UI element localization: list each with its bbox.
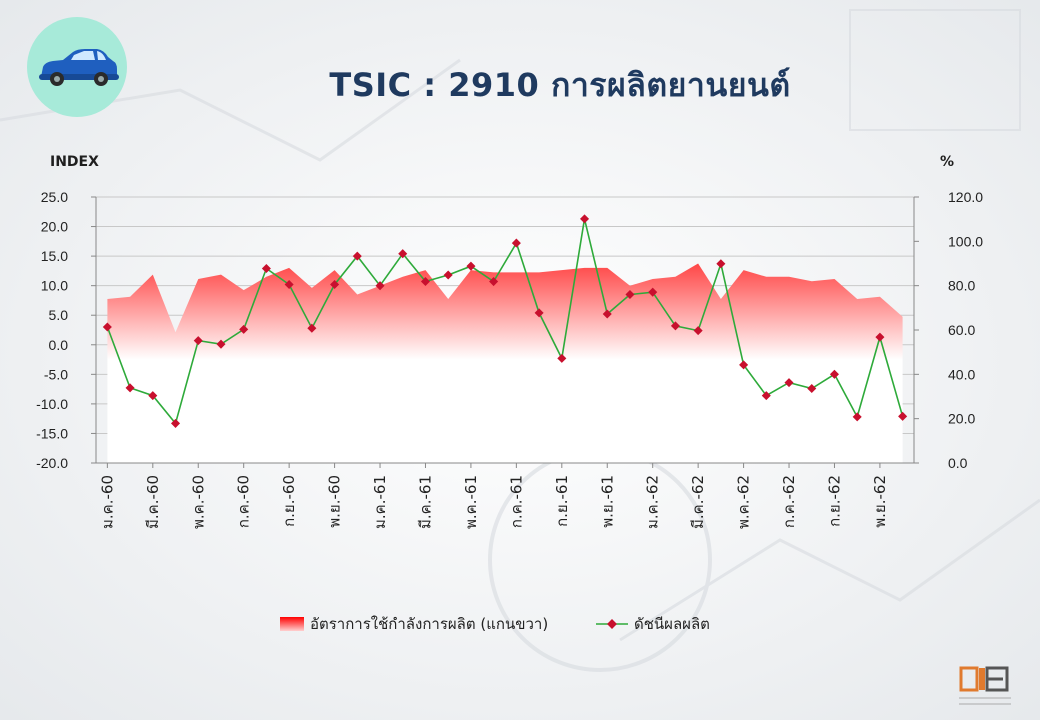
legend: อัตราการใช้กำลังการผลิต (แกนขวา) ดัชนีผล… <box>0 612 1040 636</box>
index-point <box>852 412 862 422</box>
legend-label-index: ดัชนีผลผลิต <box>634 615 710 633</box>
x-tick-label: ก.ย.-61 <box>553 475 571 527</box>
legend-line-swatch <box>596 617 628 631</box>
right-tick-label: 80.0 <box>948 278 975 294</box>
chart: 25.0 20.0 15.0 10.0 5.0 0.0 -5.0 -10.0 -15.0 -20.… <box>36 189 983 529</box>
index-point <box>375 281 385 291</box>
x-tick-label: มี.ค.-61 <box>417 475 435 529</box>
index-point <box>716 259 726 269</box>
left-tick-label: -10.0 <box>36 396 68 412</box>
left-tick-label: 0.0 <box>49 337 69 353</box>
index-point <box>443 270 453 280</box>
x-tick-label: ม.ค.-60 <box>98 475 116 529</box>
axes <box>91 196 919 468</box>
left-tick-label: 25.0 <box>41 189 68 205</box>
right-tick-label: 120.0 <box>948 189 983 205</box>
index-point <box>261 264 271 274</box>
x-tick-label: ม.ค.-62 <box>644 475 662 529</box>
right-tick-label: 60.0 <box>948 322 975 338</box>
legend-label-capacity: อัตราการใช้กำลังการผลิต (แกนขวา) <box>310 615 549 633</box>
right-tick-label: 20.0 <box>948 411 975 427</box>
car-badge <box>27 17 127 117</box>
index-point <box>284 279 294 290</box>
index-point <box>307 323 317 333</box>
x-tick-label: พ.ย.-60 <box>326 475 344 528</box>
capacity-area <box>107 263 903 463</box>
x-tick-label: พ.ค.-61 <box>462 475 480 529</box>
index-point <box>511 238 521 248</box>
x-tick-label: พ.ย.-61 <box>598 475 616 528</box>
index-point <box>489 277 499 287</box>
x-tick-label: มี.ค.-62 <box>689 475 707 529</box>
right-tick-label: 40.0 <box>948 366 975 382</box>
x-tick-label: ม.ค.-61 <box>371 475 389 529</box>
index-point <box>420 276 430 287</box>
tick-labels: 25.0 20.0 15.0 10.0 5.0 0.0 -5.0 -10.0 -15.0 -20.… <box>36 189 983 529</box>
index-point <box>330 279 340 290</box>
x-tick-label: ก.ย.-62 <box>826 475 844 527</box>
x-tick-label: ก.ย.-60 <box>280 475 298 527</box>
left-axis-title: INDEX <box>50 154 99 170</box>
left-tick-label: -15.0 <box>36 425 68 441</box>
index-point <box>466 261 476 271</box>
x-tick-label: มี.ค.-60 <box>144 475 162 529</box>
index-point <box>148 391 158 401</box>
index-point <box>352 251 362 261</box>
oie-logo-icon <box>959 666 1011 705</box>
car-icon <box>39 49 119 86</box>
right-tick-label: 0.0 <box>948 455 968 471</box>
x-tick-label: ก.ค.-61 <box>507 475 525 528</box>
index-point <box>739 360 749 370</box>
x-tick-label: พ.ย.-62 <box>871 475 889 528</box>
index-point <box>602 309 612 319</box>
x-tick-label: ก.ค.-62 <box>780 475 798 528</box>
index-point <box>239 324 249 334</box>
index-point <box>670 321 680 331</box>
index-point <box>534 308 544 318</box>
capacity-area-series <box>107 263 903 463</box>
index-line <box>106 218 904 426</box>
right-axis-title: % <box>940 154 955 170</box>
left-tick-label: -5.0 <box>44 366 68 382</box>
index-point <box>580 214 590 224</box>
index-point <box>170 418 181 428</box>
left-tick-label: 5.0 <box>49 307 69 323</box>
page-title: TSIC : 2910 การผลิตยานยนต์ <box>329 66 791 104</box>
x-tick-label: พ.ค.-60 <box>189 475 207 529</box>
x-tick-label: ก.ค.-60 <box>235 475 253 528</box>
x-tick-label: พ.ค.-62 <box>735 475 753 529</box>
right-tick-label: 100.0 <box>948 233 983 249</box>
legend-item-capacity: อัตราการใช้กำลังการผลิต (แกนขวา) <box>280 612 548 636</box>
left-tick-label: -20.0 <box>36 455 68 471</box>
left-tick-label: 10.0 <box>41 278 68 294</box>
left-tick-label: 20.0 <box>41 219 68 235</box>
legend-area-swatch <box>280 617 304 631</box>
legend-item-index: ดัชนีผลผลิต <box>596 612 710 636</box>
left-tick-label: 15.0 <box>41 248 68 264</box>
